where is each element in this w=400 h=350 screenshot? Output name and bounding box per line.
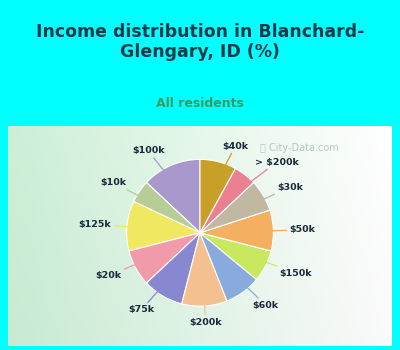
Text: $50k: $50k — [238, 225, 316, 234]
Text: $100k: $100k — [132, 146, 185, 198]
Wedge shape — [146, 233, 200, 304]
Text: ⓘ City-Data.com: ⓘ City-Data.com — [260, 143, 339, 153]
Text: Income distribution in Blanchard-
Glengary, ID (%): Income distribution in Blanchard- Glenga… — [36, 23, 364, 62]
Wedge shape — [182, 233, 227, 306]
Wedge shape — [200, 233, 271, 280]
Wedge shape — [129, 233, 200, 283]
Text: $200k: $200k — [189, 271, 222, 327]
Text: $60k: $60k — [222, 264, 279, 310]
Wedge shape — [127, 202, 200, 251]
Wedge shape — [146, 159, 200, 233]
Wedge shape — [134, 182, 200, 233]
Text: $40k: $40k — [210, 141, 248, 196]
Wedge shape — [200, 182, 270, 233]
Wedge shape — [200, 168, 254, 233]
Wedge shape — [200, 159, 235, 233]
Text: $10k: $10k — [100, 178, 168, 211]
Text: $150k: $150k — [234, 250, 312, 278]
Text: All residents: All residents — [156, 97, 244, 110]
Text: $125k: $125k — [78, 220, 162, 229]
Wedge shape — [200, 233, 256, 301]
Text: > $200k: > $200k — [223, 158, 299, 203]
Wedge shape — [200, 210, 273, 251]
Text: $30k: $30k — [233, 183, 303, 213]
Text: $20k: $20k — [96, 251, 166, 280]
Text: $75k: $75k — [128, 266, 180, 314]
